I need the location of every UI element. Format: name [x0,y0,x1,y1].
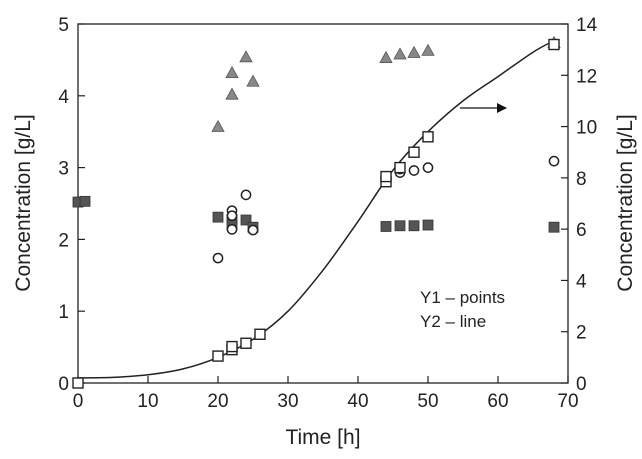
legend-note-points: Y1 – points [420,288,505,307]
y-axis-title: Concentration [g/L] [12,114,35,291]
plot-frame [77,23,569,384]
triangle-point [239,50,253,63]
y2-model-line [77,40,555,379]
x-tick-label: 50 [417,391,438,412]
y-tick-label: 5 [58,15,69,36]
y2-tick-label: 4 [576,271,587,292]
axis-ticks [77,23,569,384]
open-circle-point [247,224,259,236]
x-tick-label: 20 [207,391,228,412]
open-square-point [394,161,406,174]
open-circle-point [240,189,252,201]
triangle-point [393,47,407,60]
open-square-point [72,377,84,389]
legend-note-line: Y2 – line [420,312,486,331]
filled-square-point [408,220,420,232]
triangle-point [225,87,239,100]
y2-tick-label: 14 [576,15,598,36]
triangle-point [211,119,225,132]
x-tick-label: 60 [487,391,508,412]
y2-tick-label: 12 [576,66,597,87]
filled-square-point [79,195,91,207]
x-tick-label: 0 [73,391,84,412]
y2-tick-label: 2 [576,323,587,344]
filled-square-point [212,211,224,223]
triangle-point [225,66,239,79]
triangle-point [421,43,435,56]
open-square-point [240,337,252,349]
x-axis-title: Time [h] [285,426,360,449]
y2-tick-label: 0 [576,374,587,395]
open-circle-point [212,252,224,264]
triangle-point [246,74,260,87]
open-square-point [422,131,434,143]
open-circle-point [548,155,560,167]
open-square-point [548,38,560,51]
y-tick-label: 4 [58,87,69,108]
open-square-point [408,146,420,158]
x-tick-label: 70 [557,391,578,412]
y-tick-label: 3 [58,159,69,180]
triangle-point [407,45,421,58]
filled-square-point [394,220,406,232]
y2-tick-label: 8 [576,169,587,190]
filled-square-point [548,221,560,233]
filled-square-point [240,214,252,226]
x-tick-label: 40 [347,391,368,412]
data-points-layer [72,35,561,389]
y2-axis-title: Concentration [g/L] [614,114,637,291]
open-circle-point [422,162,434,173]
open-square-point [226,340,238,353]
open-circle-point [226,223,238,235]
open-square-point [380,170,392,183]
triangle-point [379,50,393,63]
filled-square-point [422,219,434,231]
y2-tick-label: 10 [576,118,597,139]
open-square-point [212,350,224,362]
x-tick-label: 10 [137,391,158,412]
y-tick-label: 1 [58,302,69,323]
open-circle-point [226,210,238,222]
y-tick-label: 0 [58,374,69,395]
y-tick-label: 2 [58,230,69,251]
x-tick-label: 30 [277,391,298,412]
open-square-point [254,328,266,340]
open-circle-point [408,165,420,176]
y2-tick-label: 6 [576,220,587,241]
filled-square-point [380,221,392,232]
y2-curve-layer [77,40,555,379]
